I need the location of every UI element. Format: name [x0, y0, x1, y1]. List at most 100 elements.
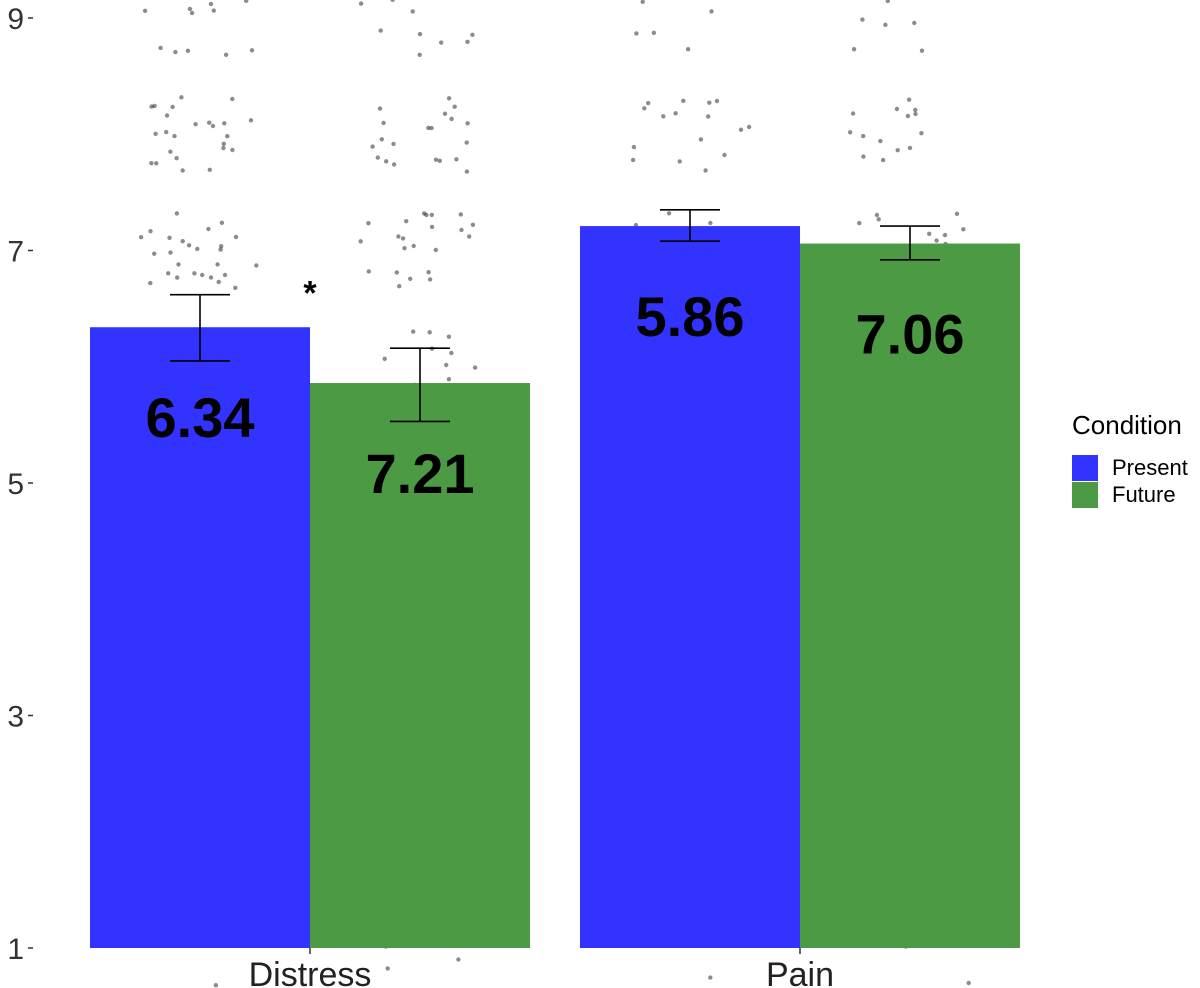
data-point — [449, 350, 454, 356]
data-point — [249, 48, 255, 53]
data-point — [195, 246, 200, 252]
data-point — [378, 28, 383, 33]
data-point — [192, 271, 197, 276]
data-point — [152, 251, 157, 256]
data-point — [861, 154, 866, 159]
error-bar-future-pain — [880, 225, 940, 261]
data-point — [168, 250, 173, 255]
data-point — [154, 161, 159, 166]
data-point — [429, 125, 434, 131]
data-point — [410, 9, 415, 14]
data-point — [919, 48, 925, 53]
data-point — [221, 141, 226, 146]
bars — [90, 226, 1020, 949]
data-point — [207, 120, 212, 125]
data-point — [174, 156, 179, 161]
data-point — [850, 111, 856, 116]
data-point — [153, 131, 158, 136]
data-point — [223, 52, 229, 57]
data-point — [180, 239, 185, 244]
data-point — [164, 129, 169, 135]
data-point — [444, 362, 449, 368]
data-point — [375, 155, 380, 160]
data-point — [883, 22, 888, 27]
data-point — [402, 246, 407, 251]
data-point — [433, 157, 439, 162]
bar-future-distress — [310, 383, 530, 948]
data-point — [708, 220, 713, 226]
data-point — [954, 211, 960, 216]
data-point — [225, 134, 230, 139]
data-point — [381, 120, 386, 126]
data-point — [206, 226, 211, 232]
data-point — [248, 118, 254, 123]
y-tick-label: 3 — [7, 701, 24, 734]
data-point — [942, 232, 948, 238]
data-point — [208, 275, 214, 280]
value-label-present-pain: 5.86 — [636, 285, 745, 348]
data-point — [200, 272, 205, 278]
legend-title: Condition — [1072, 410, 1182, 440]
data-point — [384, 159, 389, 164]
data-point — [427, 330, 432, 335]
data-point — [216, 279, 221, 285]
data-point — [738, 127, 744, 132]
data-point — [179, 95, 184, 100]
data-point — [470, 32, 475, 37]
data-point — [230, 96, 235, 102]
data-point — [397, 284, 402, 289]
data-point — [394, 270, 399, 275]
data-point — [446, 377, 452, 382]
data-point — [427, 277, 433, 282]
value-label-present-distress: 6.34 — [146, 386, 255, 449]
error-bar-future-distress — [390, 347, 450, 423]
data-point — [152, 103, 157, 109]
data-point — [642, 106, 647, 111]
data-point — [424, 212, 429, 218]
data-point — [221, 145, 226, 151]
legend-label-present: Present — [1112, 455, 1188, 480]
data-point — [454, 157, 459, 162]
data-point — [233, 234, 239, 240]
data-point — [142, 8, 148, 13]
data-point — [138, 235, 144, 240]
data-point — [722, 152, 727, 158]
data-point — [149, 161, 154, 166]
data-point — [861, 133, 866, 139]
data-point — [439, 40, 444, 45]
data-point — [651, 30, 657, 35]
data-point — [404, 219, 409, 224]
y-tick-label: 1 — [7, 933, 24, 966]
data-point — [706, 114, 711, 119]
data-point — [421, 211, 427, 216]
data-point — [703, 168, 708, 173]
data-point — [358, 1, 364, 6]
data-point — [377, 106, 383, 111]
data-point — [685, 47, 691, 52]
data-point — [907, 145, 913, 151]
value-label-future-pain: 7.06 — [856, 303, 965, 366]
data-point — [166, 271, 171, 276]
data-point — [244, 0, 249, 3]
data-point — [646, 100, 651, 106]
data-point — [426, 125, 431, 131]
data-point — [464, 169, 470, 174]
data-point — [222, 121, 227, 126]
significance-marker: * — [303, 275, 317, 313]
data-point — [172, 133, 177, 139]
data-point — [219, 244, 224, 249]
data-point — [417, 52, 422, 57]
data-point — [222, 272, 228, 278]
data-point — [472, 365, 478, 370]
data-point — [174, 211, 180, 216]
data-point — [400, 236, 406, 241]
data-point — [673, 111, 678, 116]
data-point — [254, 263, 259, 268]
data-point — [449, 116, 454, 122]
data-point — [714, 98, 720, 104]
data-point — [458, 212, 463, 217]
data-point — [210, 123, 216, 129]
data-point — [857, 220, 862, 226]
